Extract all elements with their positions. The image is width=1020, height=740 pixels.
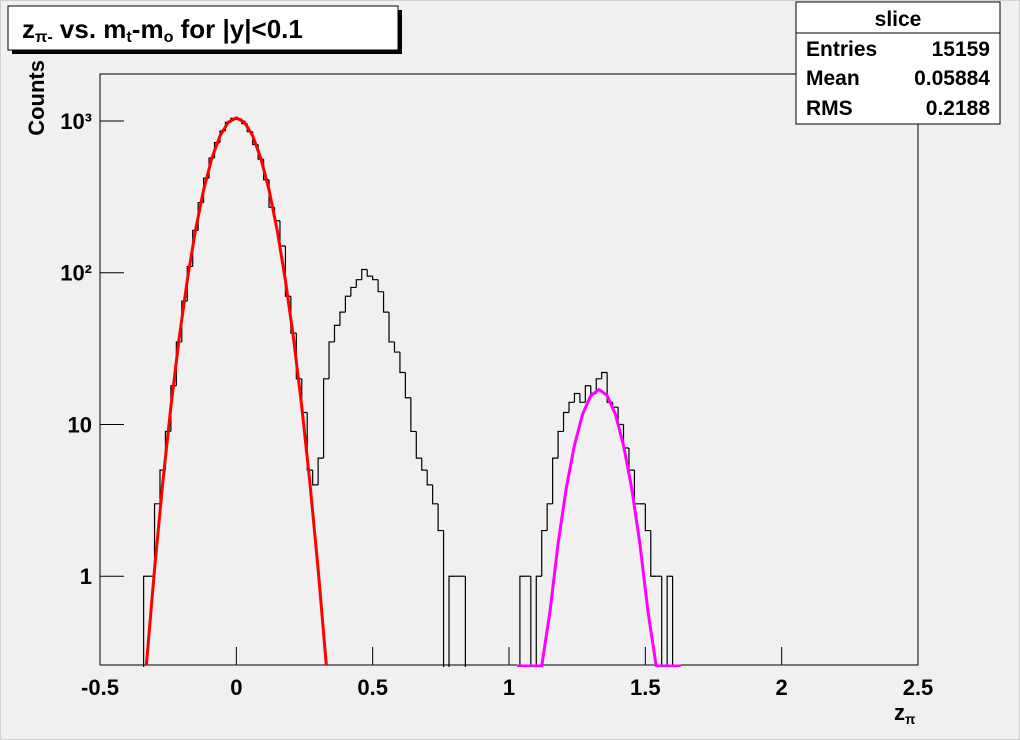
histogram-bin [552, 457, 559, 504]
subscript: π [905, 712, 916, 727]
histogram-bin [557, 430, 564, 459]
axes: -0.5 0 0.5 1 1.5 2 2.5 1 10 10² 10³ [60, 109, 933, 700]
stats-title: slice [875, 8, 922, 31]
y-tick-label: 10² [60, 261, 92, 286]
histogram-bin [421, 458, 428, 471]
histogram-bin [519, 575, 526, 667]
histogram-bin [464, 576, 466, 667]
text-part: -m [132, 14, 164, 44]
y-tick-label: 10 [68, 412, 92, 437]
x-tick-label: 1.5 [630, 675, 661, 700]
histogram-bin [568, 401, 575, 413]
histogram-bin [295, 333, 302, 380]
x-tick-label: 0 [230, 675, 242, 700]
stats-value: 15159 [932, 38, 990, 61]
histogram-bin [661, 576, 663, 667]
histogram-bin [388, 312, 395, 343]
histogram-bin [361, 268, 368, 280]
stats-value: 0.2188 [926, 97, 991, 120]
histogram-bin [355, 279, 362, 288]
histogram-bin [601, 371, 608, 379]
histogram-bin [442, 530, 445, 667]
y-tick-label: 1 [80, 564, 92, 589]
histogram-bin [404, 372, 411, 399]
x-tick-label: 0.5 [357, 675, 388, 700]
y-axis-label: Counts [24, 60, 49, 136]
text-part: z [22, 14, 35, 44]
histogram-bin [410, 397, 417, 433]
histogram-bin [317, 457, 324, 485]
chart-title: zπ- vs. mt-mo for |y|<0.1 [22, 14, 303, 46]
histogram-bin [672, 576, 674, 667]
stats-value: 0.05884 [914, 67, 990, 90]
histogram-bin [393, 341, 400, 353]
histogram-bin [595, 378, 602, 394]
histogram-bin [573, 392, 580, 403]
histogram-bin [541, 529, 548, 577]
histogram-bin [579, 393, 586, 403]
x-tick-label: 2.5 [903, 675, 934, 700]
histogram-bin [432, 484, 439, 505]
histogram-bin [153, 503, 160, 577]
histogram-bin [339, 311, 346, 326]
x-tick-label: 2 [776, 675, 788, 700]
histogram-bin [562, 411, 569, 432]
histogram-bin [344, 295, 351, 313]
histogram-bin [382, 291, 390, 313]
histogram-bin [650, 530, 657, 577]
histogram-bin [399, 352, 406, 374]
title-box [7, 5, 399, 51]
histogram-bin [372, 276, 379, 281]
histogram-bin [322, 378, 330, 459]
histogram-bin [350, 286, 357, 297]
histogram-bin [328, 341, 335, 379]
histogram-bin [448, 575, 455, 667]
text-part: for |y|<0.1 [173, 14, 302, 44]
histogram-bin [530, 576, 532, 667]
fit-curve [144, 116, 328, 666]
histogram-bin [644, 503, 651, 532]
text-part: z [894, 700, 905, 725]
histogram-bin [426, 470, 433, 486]
stats-label: RMS [806, 97, 853, 120]
histogram-bin [584, 385, 591, 403]
x-tick-label: -0.5 [81, 675, 119, 700]
plot-frame [99, 73, 919, 666]
x-tick-label: 1 [503, 675, 515, 700]
histogram-bin [377, 279, 384, 293]
histogram-bin [333, 324, 340, 342]
x-axis-label: zπ [894, 700, 916, 727]
histogram-bin [366, 269, 373, 277]
fit-curve [517, 388, 681, 667]
subscript: o [164, 28, 174, 46]
stats-label: Mean [806, 67, 860, 90]
stats-box [795, 1, 1001, 125]
y-tick-label: 10³ [60, 109, 92, 134]
plot-area [143, 116, 681, 667]
histogram-bin [143, 575, 150, 667]
histogram-bin [535, 575, 542, 667]
subscript: π- [35, 28, 53, 46]
histogram-bin [546, 503, 553, 531]
stats-label: Entries [806, 38, 877, 61]
histogram-bin [312, 470, 319, 486]
histogram-bin [437, 503, 444, 532]
subscript: t [126, 28, 132, 46]
histogram-bin [415, 431, 422, 459]
text-part: vs. m [53, 14, 127, 44]
histogram-bin [666, 575, 673, 667]
